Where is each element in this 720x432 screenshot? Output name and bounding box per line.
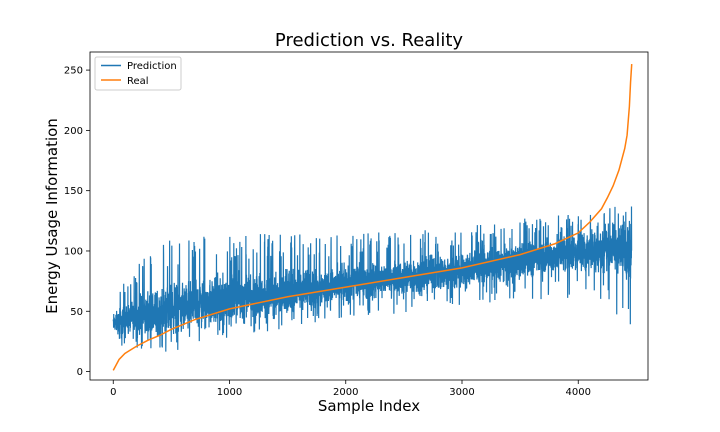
y-tick-label: 250 (64, 66, 83, 77)
x-tick-label: 3000 (449, 387, 474, 398)
y-tick-label: 50 (70, 307, 83, 318)
y-tick-label: 150 (64, 186, 83, 197)
legend-prediction-label: Prediction (127, 61, 177, 72)
series-real-line (112, 64, 633, 371)
legend: Prediction Real (94, 56, 182, 91)
y-tick-label: 200 (64, 126, 83, 137)
series-prediction-line (112, 206, 633, 352)
x-tick-label: 2000 (333, 387, 358, 398)
legend-real-label: Real (127, 76, 149, 87)
y-tick-label: 0 (77, 367, 83, 378)
x-axis-label: Sample Index (318, 397, 420, 415)
y-axis-label: Energy Usage Information (43, 118, 61, 314)
plot-frame (89, 51, 649, 381)
x-tick-label: 1000 (217, 387, 242, 398)
y-tick-label: 100 (64, 246, 83, 257)
x-tick-label: 4000 (566, 387, 591, 398)
chart-title: Prediction vs. Reality (275, 30, 463, 51)
x-tick-label: 0 (110, 387, 116, 398)
